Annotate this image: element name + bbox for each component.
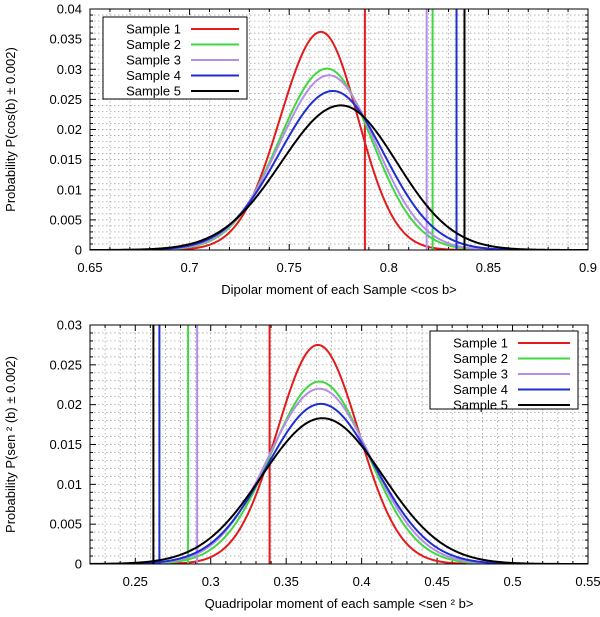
x-tick-label: 0.7 [181, 260, 199, 275]
x-tick-label: 0.5 [504, 574, 522, 589]
x-tick-label: 0.75 [277, 260, 302, 275]
y-tick-label: 0 [75, 243, 82, 258]
y-tick-label: 0.04 [57, 2, 82, 17]
legend-label-sample-4: Sample 4 [126, 68, 181, 83]
sample-3-curve [90, 74, 588, 250]
y-tick-label: 0.035 [49, 32, 82, 47]
x-tick-label: 0.8 [380, 260, 398, 275]
y-tick-label: 0.01 [57, 182, 82, 197]
x-tick-label: 0.4 [353, 574, 371, 589]
y-tick-label: 0.025 [49, 92, 82, 107]
y-tick-label: 0.03 [57, 318, 82, 333]
sample-5-curve [90, 417, 588, 564]
x-axis-title: Dipolar moment of each Sample <cos b> [221, 282, 457, 297]
y-tick-label: 0.005 [49, 517, 82, 532]
y-tick-label: 0.015 [49, 152, 82, 167]
y-tick-label: 0.015 [49, 437, 82, 452]
x-tick-label: 0.45 [424, 574, 449, 589]
legend-label-sample-1: Sample 1 [126, 22, 181, 37]
x-tick-label: 0.25 [123, 574, 148, 589]
x-tick-label: 0.35 [274, 574, 299, 589]
legend-label-sample-5: Sample 5 [453, 398, 508, 413]
y-tick-label: 0.02 [57, 122, 82, 137]
y-tick-label: 0.005 [49, 212, 82, 227]
top-chart-panel: 0.65 0.7 0.75 0.8 0.85 0.9 0 0.005 0.01 0.015 0.02… [3, 2, 597, 298]
x-tick-label: 0.55 [575, 574, 600, 589]
legend-label-sample-3: Sample 3 [453, 367, 508, 382]
plot-frame [89, 8, 589, 251]
y-tick-label: 0.02 [57, 397, 82, 412]
sample-5-curve [90, 104, 588, 250]
legend-label-sample-2: Sample 2 [453, 351, 508, 366]
x-tick-label: 0.9 [579, 260, 597, 275]
y-tick-label: 0.025 [49, 357, 82, 372]
y-axis-title: Probability P(sen ² (b) ± 0.002) [3, 356, 18, 533]
x-tick-label: 0.65 [77, 260, 102, 275]
bottom-chart-panel: 0.25 0.3 0.35 0.4 0.45 0.5 0.55 0 0.005 0.01 0.015… [3, 318, 600, 612]
legend-label-sample-3: Sample 3 [126, 53, 181, 68]
plot-frame [89, 324, 589, 565]
x-tick-label: 0.85 [476, 260, 501, 275]
legend-box [102, 16, 248, 100]
legend-label-sample-4: Sample 4 [453, 382, 508, 397]
y-tick-label: 0.01 [57, 477, 82, 492]
legend-label-sample-5: Sample 5 [126, 84, 181, 99]
y-tick-label: 0.03 [57, 62, 82, 77]
y-axis-title: Probability P(cos(b) ± 0.002) [3, 47, 18, 212]
x-tick-label: 0.3 [202, 574, 220, 589]
y-tick-label: 0 [75, 557, 82, 572]
x-axis-title: Quadripolar moment of each sample <sen ²… [205, 596, 474, 611]
legend-label-sample-1: Sample 1 [453, 336, 508, 351]
legend-label-sample-2: Sample 2 [126, 37, 181, 52]
